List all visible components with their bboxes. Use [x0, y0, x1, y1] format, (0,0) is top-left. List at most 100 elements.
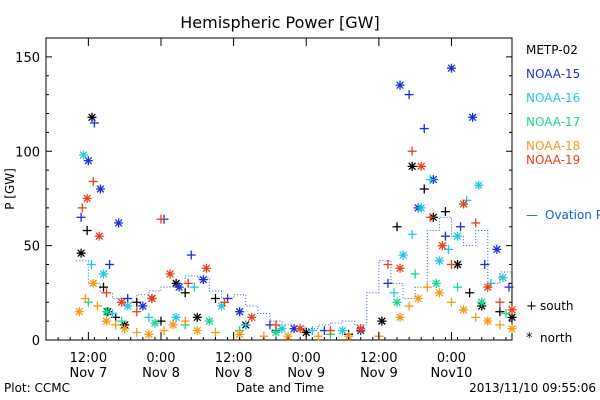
data-point-noaa-16 [123, 301, 133, 311]
ovation-prime-step-line [76, 216, 513, 330]
data-point-metp-02 [210, 293, 220, 303]
data-point-noaa-16 [108, 309, 118, 319]
legend-north-label: north [540, 331, 572, 345]
data-point-noaa-17 [102, 307, 112, 317]
data-point-noaa-16 [98, 269, 108, 279]
x-tick-label-time: 12:00 [70, 351, 107, 366]
data-point-noaa-16 [144, 312, 154, 322]
data-point-noaa-18 [404, 301, 414, 311]
data-point-noaa-16 [453, 231, 463, 241]
y-tick-label: 150 [15, 51, 40, 66]
x-tick-label-time: 0:00 [292, 351, 321, 366]
data-point-noaa-15 [186, 250, 196, 260]
data-point-noaa-16 [307, 326, 317, 336]
data-point-metp-02 [132, 297, 142, 307]
data-point-noaa-18 [495, 320, 505, 330]
data-point-noaa-19 [407, 146, 417, 156]
data-point-metp-02 [495, 307, 505, 317]
data-point-noaa-18 [92, 301, 102, 311]
data-point-noaa-19 [356, 324, 366, 334]
data-point-noaa-15 [480, 260, 490, 269]
data-point-noaa-18 [192, 326, 202, 336]
legend-item-noaa19: NOAA-19 [526, 153, 580, 167]
data-point-noaa-19 [483, 282, 493, 292]
data-point-noaa-16 [398, 250, 408, 260]
data-point-noaa-19 [147, 293, 157, 303]
y-axis-label: P [GW] [3, 168, 17, 210]
data-point-noaa-19 [507, 305, 517, 315]
data-point-noaa-16 [389, 288, 399, 298]
data-point-noaa-19 [183, 278, 193, 288]
data-point-noaa-18 [434, 288, 444, 298]
data-point-noaa-17 [392, 297, 402, 307]
legend-item-metp02: METP-02 [526, 43, 578, 57]
data-point-noaa-18 [422, 282, 432, 292]
data-point-noaa-19 [201, 263, 211, 273]
data-point-noaa-16 [189, 282, 199, 292]
data-point-noaa-19 [220, 297, 230, 307]
data-point-noaa-15 [404, 90, 414, 100]
data-point-metp-02 [192, 312, 202, 322]
data-point-noaa-15 [105, 260, 115, 269]
data-point-noaa-16 [171, 312, 181, 322]
data-point-noaa-19 [459, 199, 469, 209]
y-tick-label: 0 [32, 334, 40, 349]
data-point-noaa-16 [416, 203, 426, 213]
data-point-metp-02 [377, 316, 387, 326]
data-point-noaa-15 [419, 124, 429, 134]
data-point-noaa-16 [443, 244, 453, 254]
x-tick-label-time: 0:00 [146, 351, 175, 366]
x-tick-label-date: Nov 7 [69, 366, 107, 381]
data-points [74, 63, 517, 341]
data-point-noaa-15 [446, 63, 456, 73]
data-point-noaa-18 [459, 305, 469, 315]
data-point-noaa-19 [117, 297, 127, 307]
data-point-noaa-18 [132, 327, 142, 337]
data-point-noaa-18 [210, 327, 220, 337]
data-point-noaa-18 [111, 320, 121, 330]
data-point-noaa-16 [425, 175, 435, 185]
data-point-noaa-19 [383, 260, 393, 269]
data-point-noaa-18 [471, 312, 481, 322]
footer-timestamp: 2013/11/10 09:55:06 [469, 381, 596, 395]
data-point-noaa-19 [82, 193, 92, 203]
data-point-noaa-19 [437, 241, 447, 251]
data-point-noaa-17 [150, 318, 160, 328]
data-point-noaa-15 [174, 282, 184, 292]
data-point-noaa-18 [180, 316, 190, 326]
data-point-metp-02 [98, 282, 108, 292]
data-point-noaa-18 [88, 278, 98, 288]
legend-ovation-label: Ovation Prime HPI [545, 208, 600, 222]
legend-north-marker: * [526, 331, 533, 346]
data-point-metp-02 [453, 260, 463, 269]
data-point-noaa-16 [498, 273, 508, 283]
data-point-noaa-17 [117, 316, 127, 326]
data-point-metp-02 [440, 207, 450, 217]
y-axis-ticks: 0 50 100 150 [15, 51, 512, 349]
data-point-noaa-17 [477, 297, 487, 307]
x-tick-label-date: Nov 9 [360, 366, 398, 381]
x-tick-label-date: Nov 8 [215, 366, 253, 381]
data-point-noaa-16 [407, 229, 417, 239]
data-point-noaa-18 [344, 331, 354, 341]
data-point-noaa-15 [383, 278, 393, 288]
data-point-noaa-19 [446, 260, 456, 269]
data-point-noaa-18 [120, 324, 130, 334]
data-point-noaa-18 [313, 331, 323, 341]
data-point-noaa-15 [198, 275, 208, 285]
ovation-prime-line [76, 216, 513, 330]
x-tick-label-time: 0:00 [437, 351, 466, 366]
data-point-noaa-19 [88, 176, 98, 186]
legend-item-noaa15: NOAA-15 [526, 67, 580, 81]
data-point-metp-02 [419, 184, 429, 194]
data-point-noaa-19 [295, 324, 305, 334]
data-point-noaa-19 [471, 218, 481, 228]
data-point-noaa-19 [425, 212, 435, 222]
data-point-noaa-16 [277, 324, 287, 334]
data-point-noaa-15 [456, 222, 466, 232]
x-axis-label: Date and Time [236, 381, 324, 395]
data-point-noaa-19 [77, 203, 87, 213]
data-point-noaa-18 [80, 293, 90, 303]
